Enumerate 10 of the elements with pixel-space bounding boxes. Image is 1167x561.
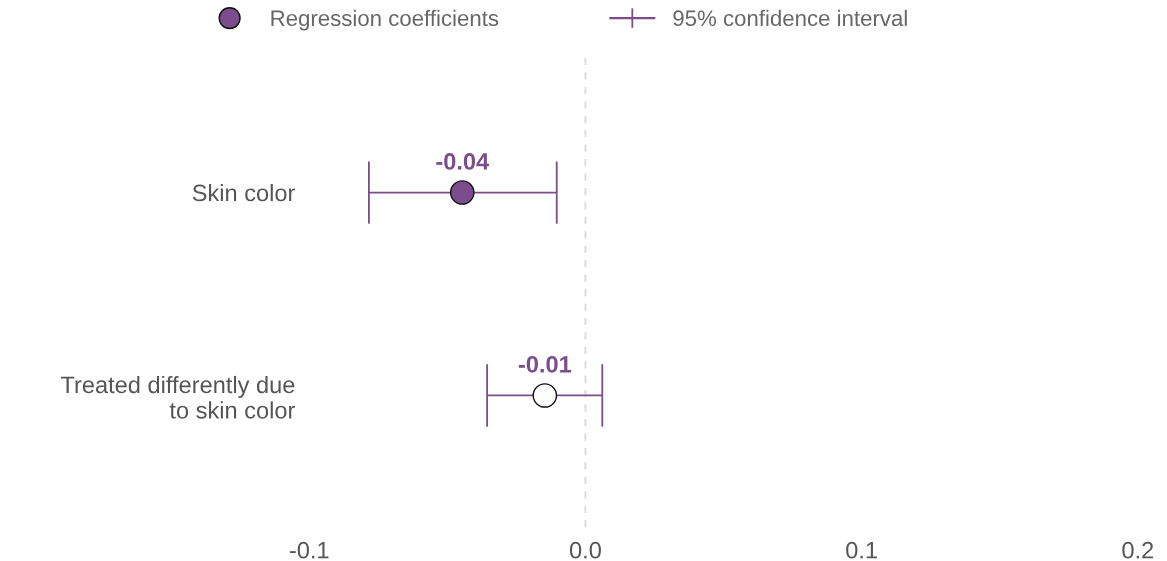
x-tick-label: -0.1 [289,541,329,559]
y-tick-label: Skin color [192,183,295,202]
data-label: -0.04 [436,153,490,170]
x-tick-label: 0.1 [846,541,877,559]
text: 95% confidence interval [673,9,907,27]
x-tick-label: 0.0 [569,541,601,559]
data-label: -0.01 [518,356,572,373]
x-tick-label: 0.2 [1122,541,1154,559]
legend-label: Regression coefficients [271,9,499,31]
y-tick-label: Treated differently due to skin color [60,375,295,419]
